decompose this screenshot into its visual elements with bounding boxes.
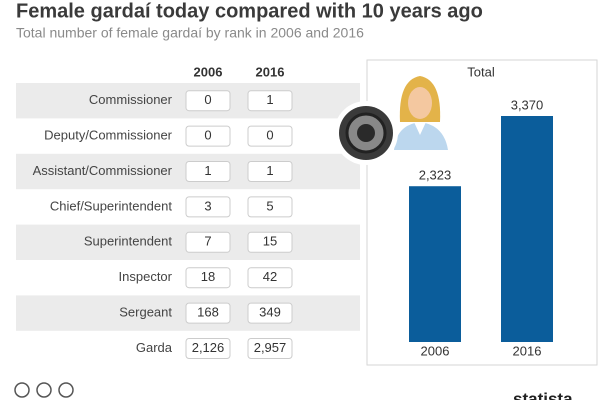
- cell-value: 1: [266, 92, 273, 107]
- chart-title: Total: [467, 64, 495, 79]
- bar: [409, 186, 461, 342]
- rank-label: Chief/Superintendent: [50, 198, 173, 213]
- license-icons: [14, 382, 74, 398]
- cell-box: [185, 231, 231, 253]
- cell-box: [185, 90, 231, 112]
- value-label: 2,323: [419, 168, 452, 183]
- cell-box: [185, 302, 231, 324]
- cell-value: 3: [204, 198, 211, 213]
- column-header: 2016: [256, 64, 285, 79]
- cell-value: 0: [204, 128, 211, 143]
- cell-box: [247, 196, 293, 218]
- cell-box: [185, 161, 231, 182]
- x-tick-label: 2006: [421, 343, 450, 358]
- cell-value: 42: [263, 269, 277, 284]
- cell-value: 5: [266, 198, 273, 213]
- cell-value: 168: [197, 305, 219, 320]
- cell-value: 349: [259, 305, 281, 320]
- cell-box: [247, 231, 293, 253]
- rank-label: Inspector: [119, 269, 173, 284]
- cell-value: 1: [204, 163, 211, 178]
- cell-box: [247, 90, 293, 112]
- cell-box: [247, 161, 293, 182]
- garda-badge: [334, 101, 398, 165]
- logo: statista: [513, 389, 573, 400]
- cell-value: 1: [266, 163, 273, 178]
- title: Female gardaí today compared with 10 yea…: [16, 0, 483, 22]
- rank-label: Commissioner: [89, 92, 173, 107]
- bar: [501, 116, 553, 342]
- cell-box: [185, 125, 231, 147]
- rank-label: Assistant/Commissioner: [33, 163, 173, 178]
- cell-value: 18: [201, 269, 215, 284]
- cell-box: [185, 338, 231, 359]
- subtitle: Total number of female gardaí by rank in…: [16, 25, 364, 41]
- cell-value: 2,126: [192, 340, 225, 355]
- cell-box: [247, 338, 293, 359]
- cell-box: [185, 267, 231, 289]
- cell-box: [247, 125, 293, 147]
- cell-value: 15: [263, 234, 277, 249]
- rank-label: Superintendent: [84, 234, 173, 249]
- column-header: 2006: [194, 64, 223, 79]
- chart: 2,323 2006 3,370 2016: [409, 97, 553, 358]
- cell-value: 7: [204, 234, 211, 249]
- value-label: 3,370: [511, 97, 544, 112]
- cell-value: 2,957: [254, 340, 287, 355]
- officer-icon: [394, 76, 448, 150]
- rank-label: Garda: [136, 340, 173, 355]
- rank-label: Deputy/Commissioner: [44, 128, 173, 143]
- cell-value: 0: [266, 128, 273, 143]
- rank-label: Sergeant: [119, 305, 172, 320]
- cell-box: [247, 302, 293, 324]
- x-tick-label: 2016: [513, 343, 542, 358]
- cell-box: [247, 267, 293, 289]
- cell-box: [185, 196, 231, 218]
- cell-value: 0: [204, 92, 211, 107]
- table: 2006 2016 Commissioner 0 1 Deputy/Commissione…: [16, 64, 360, 359]
